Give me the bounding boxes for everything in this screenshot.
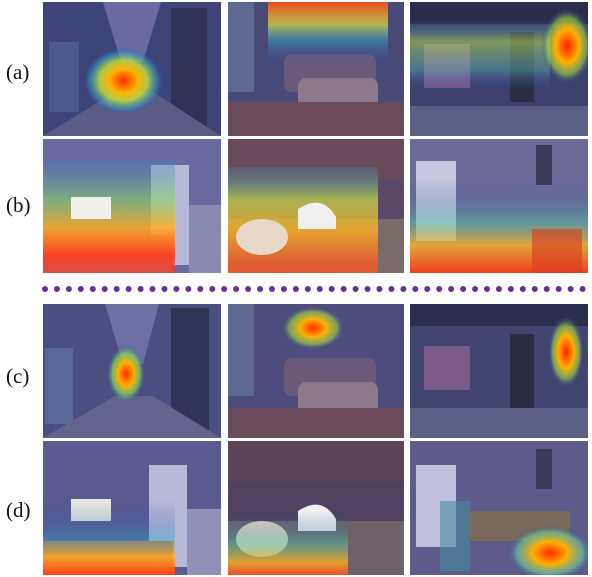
panel-c2-livingroom-heatmap <box>228 304 404 438</box>
panel-d2-counter-heatmap <box>228 441 404 575</box>
row-label-b: (b) <box>6 193 31 217</box>
row-label-c: (c) <box>6 364 30 388</box>
panel-d3-dining-heatmap <box>410 441 588 575</box>
row-label-d: (d) <box>6 498 31 522</box>
panel-a3-store-heatmap <box>410 2 588 136</box>
panel-b1-kitchen-heatmap <box>43 139 221 273</box>
panel-c1-hallway-heatmap <box>43 304 221 438</box>
panel-b3-dining-heatmap <box>410 139 588 273</box>
panel-d1-kitchen-heatmap <box>43 441 221 575</box>
panel-c3-store-heatmap <box>410 304 588 438</box>
panel-b2-counter-heatmap <box>228 139 404 273</box>
row-label-a: (a) <box>6 60 30 84</box>
panel-a1-hallway-heatmap <box>43 2 221 136</box>
section-divider <box>42 286 586 292</box>
panel-a2-livingroom-heatmap <box>228 2 404 136</box>
